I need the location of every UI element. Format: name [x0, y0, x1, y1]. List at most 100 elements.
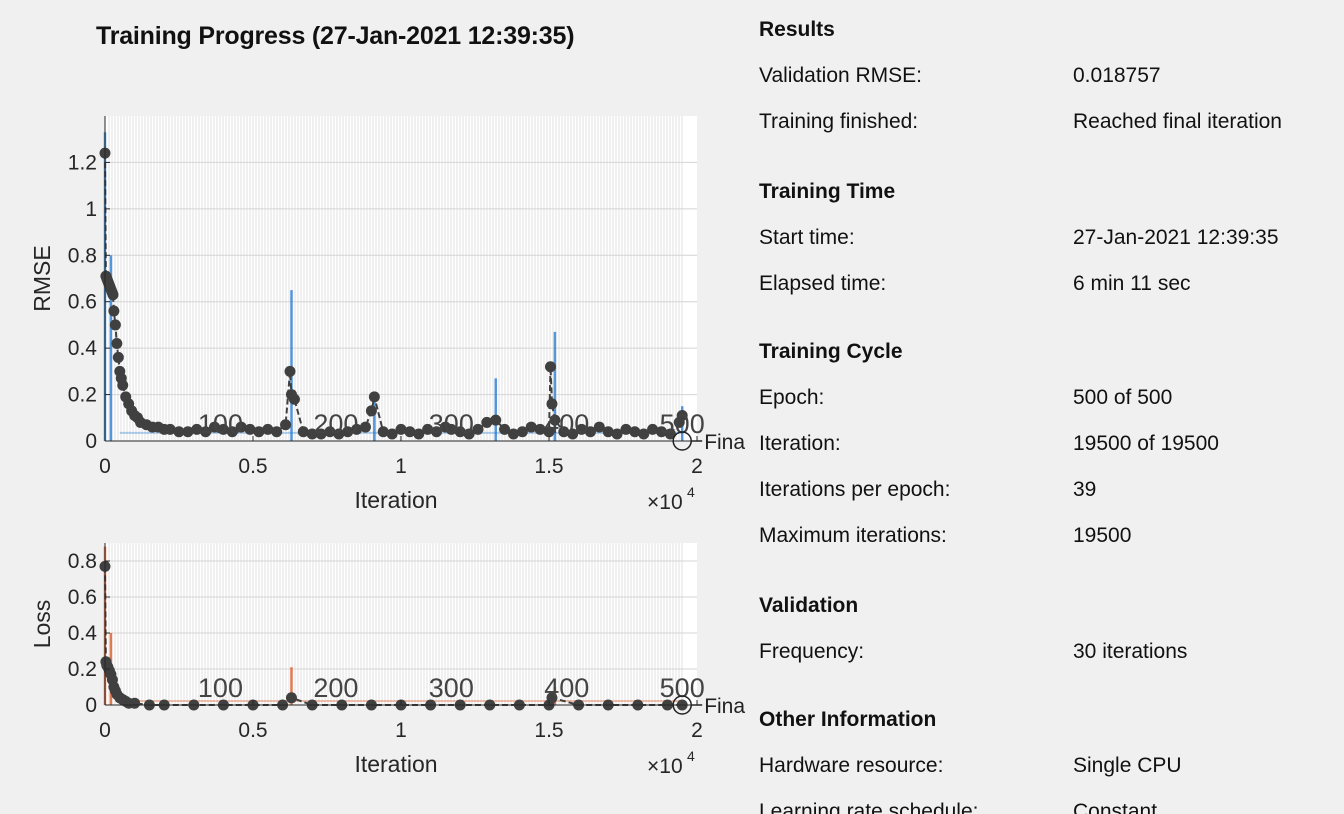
validation-point — [404, 426, 416, 438]
epoch-label: 500 — [660, 409, 705, 439]
validation-point — [271, 426, 283, 438]
x-exponent-label: ×10 — [647, 755, 683, 778]
label-training-finished: Training finished: — [759, 110, 919, 133]
validation-point — [395, 423, 407, 435]
epoch-label: 300 — [429, 673, 474, 703]
validation-point — [297, 426, 309, 438]
validation-point — [280, 419, 292, 431]
validation-point — [108, 305, 120, 317]
validation-point — [543, 426, 555, 438]
label-elapsed-time: Elapsed time: — [759, 272, 887, 295]
epoch-label: 400 — [544, 409, 589, 439]
validation-point — [647, 423, 659, 435]
validation-point — [472, 423, 484, 435]
section-title-results: Results — [759, 18, 835, 41]
label-epoch: Epoch: — [759, 386, 825, 409]
x-tick-label: 1 — [395, 719, 407, 742]
validation-point — [324, 426, 336, 438]
y-tick-label: 0.4 — [68, 622, 98, 645]
validation-point — [368, 391, 380, 403]
final-marker-label: Fina — [704, 431, 745, 454]
section-title-other-information: Other Information — [759, 708, 937, 731]
validation-point — [534, 423, 546, 435]
validation-point — [288, 393, 300, 405]
x-exponent: 4 — [687, 748, 695, 764]
y-tick-label: 0.2 — [68, 384, 97, 407]
validation-point — [351, 423, 363, 435]
validation-point — [544, 361, 556, 373]
y-tick-label: 0 — [85, 694, 97, 717]
epoch-label: 200 — [313, 673, 358, 703]
validation-point — [333, 428, 345, 440]
validation-point — [262, 423, 274, 435]
y-tick-label: 0.8 — [68, 550, 97, 573]
section-title-validation: Validation — [759, 594, 859, 617]
validation-point — [129, 697, 141, 709]
validation-point — [200, 426, 212, 438]
validation-point — [112, 351, 124, 363]
validation-point — [191, 423, 203, 435]
value-validation-rmse: 0.018757 — [1073, 64, 1161, 87]
validation-point — [235, 421, 247, 433]
validation-point — [567, 428, 579, 440]
final-marker-label: Fina — [704, 695, 745, 718]
validation-point — [359, 421, 371, 433]
x-tick-label: 0.5 — [238, 719, 267, 742]
label-hardware-resource: Hardware resource: — [759, 754, 944, 777]
validation-point — [611, 428, 623, 440]
validation-point — [576, 423, 588, 435]
epoch-label: 200 — [313, 409, 358, 439]
validation-point — [499, 423, 511, 435]
validation-point — [315, 428, 327, 440]
epoch-label: 100 — [198, 673, 243, 703]
validation-point — [629, 426, 641, 438]
validation-point — [209, 421, 221, 433]
value-iteration: 19500 of 19500 — [1073, 432, 1219, 455]
validation-point — [365, 405, 377, 417]
validation-point — [664, 428, 676, 440]
section-title-training-time: Training Time — [759, 180, 896, 203]
validation-point — [164, 423, 176, 435]
x-tick-label: 1 — [395, 455, 407, 478]
x-tick-label: 0 — [99, 719, 111, 742]
validation-point — [507, 428, 519, 440]
validation-point — [107, 289, 119, 301]
y-tick-label: 1 — [85, 198, 97, 221]
validation-point — [182, 426, 194, 438]
validation-point — [584, 426, 596, 438]
x-tick-label: 1.5 — [534, 455, 563, 478]
x-tick-label: 2 — [691, 719, 703, 742]
y-tick-label: 0.6 — [68, 291, 97, 314]
label-maximum-iterations: Maximum iterations: — [759, 524, 947, 547]
plots-panel: Training Progress (27-Jan-2021 12:39:35)… — [29, 22, 745, 778]
validation-point — [284, 365, 296, 377]
value-iterations-per-epoch: 39 — [1073, 478, 1097, 501]
validation-point — [638, 428, 650, 440]
validation-point — [463, 428, 475, 440]
value-frequency: 30 iterations — [1073, 640, 1188, 663]
value-maximum-iterations: 19500 — [1073, 524, 1132, 547]
info-panel: Results Validation RMSE: 0.018757 Traini… — [759, 0, 1344, 814]
value-epoch: 500 of 500 — [1073, 386, 1173, 409]
validation-point — [377, 426, 389, 438]
value-hardware-resource: Single CPU — [1073, 754, 1182, 777]
epoch-label: 300 — [429, 409, 474, 439]
validation-point — [558, 426, 570, 438]
validation-point — [217, 423, 229, 435]
label-learning-rate-schedule: Learning rate schedule: — [759, 800, 979, 814]
value-elapsed-time: 6 min 11 sec — [1073, 272, 1191, 295]
x-tick-label: 1.5 — [534, 719, 563, 742]
y-tick-label: 0.8 — [68, 244, 97, 267]
value-learning-rate-schedule: Constant — [1073, 800, 1158, 814]
epoch-label: 100 — [198, 409, 243, 439]
x-axis-label: Iteration — [354, 487, 437, 513]
x-exponent-label: ×10 — [647, 491, 683, 514]
validation-point — [386, 428, 398, 440]
validation-point — [481, 416, 493, 428]
section-title-training-cycle: Training Cycle — [759, 340, 903, 363]
validation-point — [253, 426, 265, 438]
validation-point — [244, 423, 256, 435]
